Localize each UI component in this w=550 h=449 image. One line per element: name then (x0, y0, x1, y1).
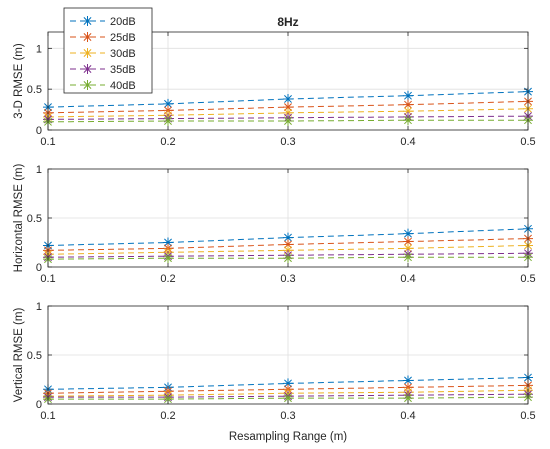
x-tick-label: 0.2 (160, 273, 175, 285)
y-tick-label: 1 (36, 43, 42, 55)
y-tick-label: 0 (36, 399, 42, 411)
data-point-20dB (283, 232, 293, 243)
x-tick-label: 0.2 (160, 136, 175, 148)
x-tick-label: 0.5 (520, 410, 535, 422)
subplot-2: 0.1 0.2 0.3 0.4 0.5 0 0.5 1 Horizontal RMSE (m) (13, 164, 536, 285)
data-point-25dB (283, 102, 293, 113)
legend-item: 30dB (70, 48, 136, 60)
data-point-40dB (283, 393, 293, 404)
data-point-40dB (403, 393, 413, 404)
legend-marker (82, 80, 93, 90)
x-tick-label: 0.3 (280, 136, 295, 148)
legend-marker (82, 48, 93, 58)
x-tick-label: 0.3 (280, 410, 295, 422)
y-tick-label: 0 (36, 262, 42, 274)
y-axis-label: 3-D RMSE (m) (13, 43, 25, 119)
x-tick-label: 0.4 (400, 273, 415, 285)
data-point-20dB (403, 90, 413, 101)
x-tick-label: 0.4 (400, 136, 415, 148)
legend-item: 25dB (70, 32, 136, 44)
y-tick-label: 0.5 (27, 84, 42, 96)
y-tick-label: 0 (36, 125, 42, 137)
data-point-25dB (283, 239, 293, 250)
legend-label: 40dB (110, 80, 136, 92)
legend-box (63, 7, 153, 94)
legend-marker (82, 32, 93, 42)
legend-label: 20dB (110, 16, 136, 28)
legend-label: 25dB (110, 32, 136, 44)
y-axis-label: Vertical RMSE (m) (13, 308, 25, 403)
data-point-40dB (283, 253, 293, 264)
data-point-20dB (283, 378, 293, 389)
y-tick-label: 1 (36, 301, 42, 313)
subplot-3: 0.1 0.2 0.3 0.4 0.5 0 0.5 1 Vertical RMSE (m) (13, 301, 536, 422)
x-tick-label: 0.1 (40, 410, 55, 422)
data-point-40dB (403, 252, 413, 263)
y-tick-label: 0.5 (27, 213, 42, 225)
legend-marker (82, 64, 93, 74)
data-point-25dB (403, 99, 413, 110)
x-tick-label: 0.5 (520, 136, 535, 148)
x-tick-label: 0.2 (160, 410, 175, 422)
legend-label: 30dB (110, 48, 136, 60)
data-point-40dB (283, 116, 293, 127)
data-point-20dB (163, 237, 173, 248)
legend-label: 35dB (110, 64, 136, 76)
data-point-20dB (163, 98, 173, 109)
data-point-25dB (403, 236, 413, 247)
data-point-20dB (283, 93, 293, 104)
y-tick-label: 0.5 (27, 350, 42, 362)
y-axis-label: Horizontal RMSE (m) (13, 164, 25, 273)
legend-item: 40dB (70, 80, 136, 92)
x-tick-label: 0.1 (40, 273, 55, 285)
x-tick-label: 0.3 (280, 273, 295, 285)
legend: 20dB 25dB 30dB 35dB 40dB (63, 7, 153, 94)
x-tick-label: 0.4 (400, 410, 415, 422)
data-point-40dB (163, 116, 173, 127)
x-tick-label: 0.1 (40, 136, 55, 148)
data-point-20dB (403, 228, 413, 239)
data-point-40dB (163, 253, 173, 264)
data-point-30dB (403, 243, 413, 254)
data-point-20dB (403, 375, 413, 386)
x-tick-label: 0.5 (520, 273, 535, 285)
chart-title: 8Hz (277, 15, 298, 29)
data-point-40dB (403, 115, 413, 126)
legend-item: 35dB (70, 64, 136, 76)
legend-item: 20dB (70, 16, 136, 28)
data-point-30dB (403, 106, 413, 117)
legend-marker (82, 16, 93, 26)
x-axis-label: Resampling Range (m) (229, 431, 347, 443)
y-tick-label: 1 (36, 164, 42, 176)
data-point-40dB (163, 394, 173, 405)
